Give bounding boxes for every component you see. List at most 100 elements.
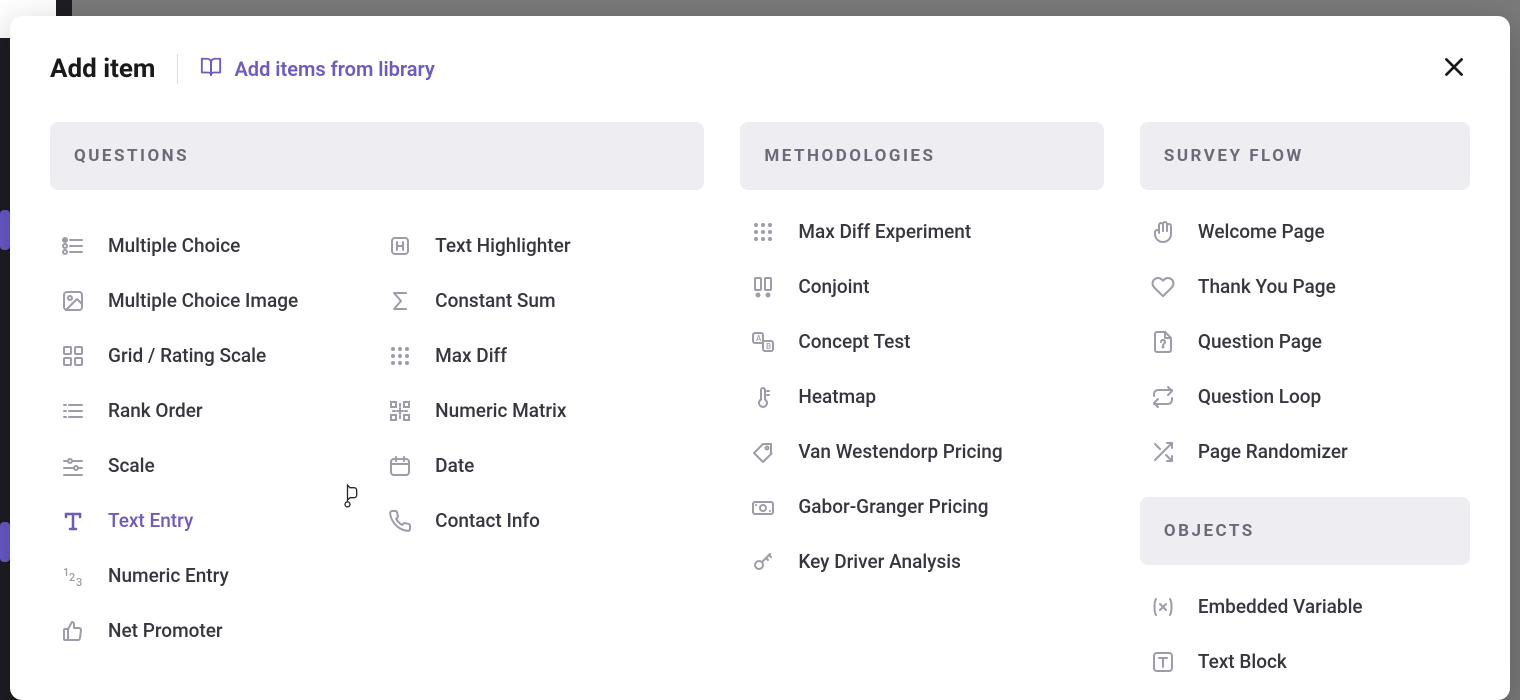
- item-label: Scale: [108, 454, 155, 477]
- book-open-icon: [200, 56, 222, 83]
- item-page-randomizer[interactable]: Page Randomizer: [1140, 424, 1470, 479]
- ab-test-icon: AB: [750, 329, 776, 355]
- item-label: Conjoint: [798, 275, 869, 298]
- item-label: Van Westendorp Pricing: [798, 440, 1002, 463]
- item-date[interactable]: Date: [377, 438, 704, 493]
- shuffle-icon: [1150, 439, 1176, 465]
- matrix-icon: [387, 398, 413, 424]
- file-question-icon: [1150, 329, 1176, 355]
- image-icon: [60, 288, 86, 314]
- modal-title: Add item: [50, 54, 155, 84]
- dots-grid-icon: [750, 219, 776, 245]
- tag-icon: [750, 439, 776, 465]
- item-max-diff-experiment[interactable]: Max Diff Experiment: [740, 204, 1104, 259]
- item-label: Key Driver Analysis: [798, 550, 961, 573]
- questions-grid: Multiple Choice Multiple Choice Image Gr…: [50, 204, 704, 658]
- questions-column: QUESTIONS Multiple Choice Multiple Choic…: [50, 122, 704, 689]
- money-icon: [750, 494, 776, 520]
- item-key-driver[interactable]: Key Driver Analysis: [740, 534, 1104, 589]
- item-text-highlighter[interactable]: Text Highlighter: [377, 218, 704, 273]
- item-net-promoter[interactable]: Net Promoter: [50, 603, 377, 658]
- item-label: Rank Order: [108, 399, 203, 422]
- sliders-icon: [60, 453, 86, 479]
- calendar-icon: [387, 453, 413, 479]
- hand-icon: [1150, 219, 1176, 245]
- columns-icon: [750, 274, 776, 300]
- item-label: Max Diff Experiment: [798, 220, 971, 243]
- item-van-westendorp[interactable]: Van Westendorp Pricing: [740, 424, 1104, 479]
- text-t-icon: [60, 508, 86, 534]
- grid-icon: [60, 343, 86, 369]
- item-question-page[interactable]: Question Page: [1140, 314, 1470, 369]
- header-divider: [177, 54, 178, 84]
- item-label: Max Diff: [435, 344, 507, 367]
- loop-icon: [1150, 384, 1176, 410]
- questions-col-1: Multiple Choice Multiple Choice Image Gr…: [50, 218, 377, 658]
- item-multiple-choice[interactable]: Multiple Choice: [50, 218, 377, 273]
- item-label: Page Randomizer: [1198, 440, 1348, 463]
- add-item-modal: Add item Add items from library QUESTION…: [10, 16, 1510, 700]
- item-rank-order[interactable]: Rank Order: [50, 383, 377, 438]
- questions-section-header: QUESTIONS: [50, 122, 704, 190]
- item-heatmap[interactable]: Heatmap: [740, 369, 1104, 424]
- item-label: Multiple Choice: [108, 234, 240, 257]
- item-max-diff[interactable]: Max Diff: [377, 328, 704, 383]
- item-embedded-variable[interactable]: Embedded Variable: [1140, 579, 1470, 634]
- item-welcome-page[interactable]: Welcome Page: [1140, 204, 1470, 259]
- item-label: Grid / Rating Scale: [108, 344, 266, 367]
- methodologies-list: Max Diff Experiment Conjoint AB Concept …: [740, 204, 1104, 589]
- item-question-loop[interactable]: Question Loop: [1140, 369, 1470, 424]
- methodologies-section-header: METHODOLOGIES: [740, 122, 1104, 190]
- objects-section-header: OBJECTS: [1140, 497, 1470, 565]
- svg-text:3: 3: [76, 576, 82, 588]
- item-numeric-entry[interactable]: 123 Numeric Entry: [50, 548, 377, 603]
- sidebar-active-indicator: [0, 210, 10, 250]
- item-scale[interactable]: Scale: [50, 438, 377, 493]
- close-icon: [1441, 54, 1467, 84]
- survey-flow-section-header: SURVEY FLOW: [1140, 122, 1470, 190]
- modal-columns: QUESTIONS Multiple Choice Multiple Choic…: [50, 122, 1470, 689]
- item-multiple-choice-image[interactable]: Multiple Choice Image: [50, 273, 377, 328]
- ordered-list-icon: [60, 398, 86, 424]
- item-numeric-matrix[interactable]: Numeric Matrix: [377, 383, 704, 438]
- item-label: Text Highlighter: [435, 234, 570, 257]
- item-grid-rating-scale[interactable]: Grid / Rating Scale: [50, 328, 377, 383]
- add-from-library-link[interactable]: Add items from library: [200, 56, 434, 83]
- svg-text:A: A: [756, 334, 762, 343]
- methodologies-column: METHODOLOGIES Max Diff Experiment Conjoi…: [740, 122, 1104, 689]
- item-concept-test[interactable]: AB Concept Test: [740, 314, 1104, 369]
- highlight-h-icon: [387, 233, 413, 259]
- item-label: Concept Test: [798, 330, 910, 353]
- item-label: Text Entry: [108, 509, 193, 532]
- item-gabor-granger[interactable]: Gabor-Granger Pricing: [740, 479, 1104, 534]
- phone-icon: [387, 508, 413, 534]
- item-label: Heatmap: [798, 385, 876, 408]
- item-label: Question Page: [1198, 330, 1322, 353]
- close-button[interactable]: [1438, 53, 1470, 85]
- modal-header: Add item Add items from library: [50, 44, 1470, 94]
- key-icon: [750, 549, 776, 575]
- dots-grid-icon: [387, 343, 413, 369]
- numbers-icon: 123: [60, 563, 86, 589]
- item-label: Numeric Entry: [108, 564, 229, 587]
- variable-icon: [1150, 594, 1176, 620]
- library-link-label: Add items from library: [234, 57, 434, 81]
- list-check-icon: [60, 233, 86, 259]
- item-label: Gabor-Granger Pricing: [798, 495, 988, 518]
- item-text-block[interactable]: Text Block: [1140, 634, 1470, 689]
- objects-list: Embedded Variable Text Block: [1140, 579, 1470, 689]
- questions-col-2: Text Highlighter Constant Sum Max Diff: [377, 218, 704, 658]
- item-constant-sum[interactable]: Constant Sum: [377, 273, 704, 328]
- text-block-icon: [1150, 649, 1176, 675]
- item-conjoint[interactable]: Conjoint: [740, 259, 1104, 314]
- svg-text:2: 2: [69, 571, 75, 584]
- heart-icon: [1150, 274, 1176, 300]
- item-label: Text Block: [1198, 650, 1287, 673]
- survey-flow-list: Welcome Page Thank You Page Question Pag…: [1140, 204, 1470, 479]
- item-contact-info[interactable]: Contact Info: [377, 493, 704, 548]
- item-thank-you-page[interactable]: Thank You Page: [1140, 259, 1470, 314]
- item-text-entry[interactable]: Text Entry: [50, 493, 377, 548]
- right-column: SURVEY FLOW Welcome Page Thank You Page: [1140, 122, 1470, 689]
- item-label: Net Promoter: [108, 619, 223, 642]
- thermometer-icon: [750, 384, 776, 410]
